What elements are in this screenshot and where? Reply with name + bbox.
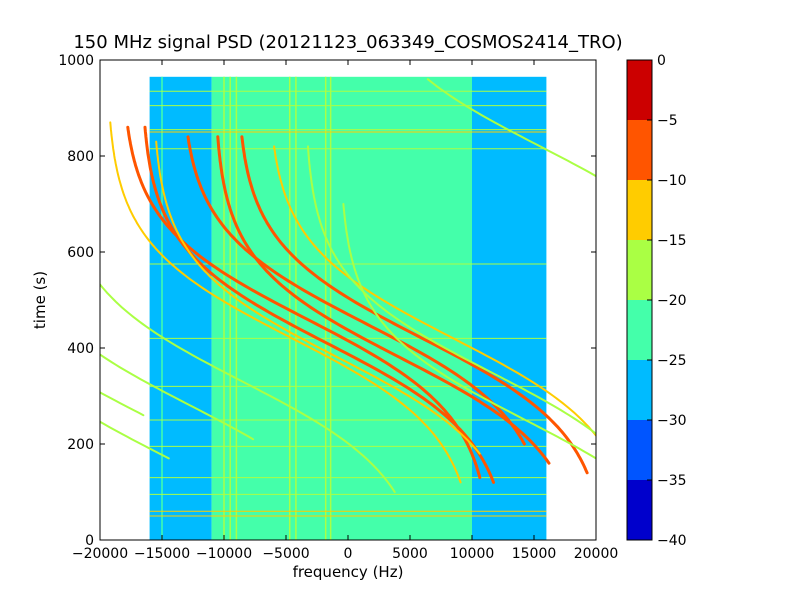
signal-trace [100, 353, 255, 441]
colorbar-segment [627, 300, 652, 360]
heatmap-region [149, 76, 212, 540]
signal-trace [426, 78, 596, 178]
colorbar-segment [627, 480, 652, 540]
y-axis-label: time (s) [31, 271, 49, 329]
x-tick-label: −5000 [262, 546, 309, 562]
colorbar-segment [627, 120, 652, 180]
x-tick-label: −20000 [72, 546, 128, 562]
colorbar-segment [627, 360, 652, 420]
x-axis-label: frequency (Hz) [293, 563, 404, 581]
heatmap-region [211, 76, 472, 540]
signal-trace [143, 125, 495, 484]
colorbar-segment [627, 240, 652, 300]
signal-trace [342, 203, 596, 460]
heatmap-image [100, 76, 596, 540]
signal-trace [273, 145, 596, 438]
y-tick-label: 200 [67, 437, 94, 453]
y-tick-label: 400 [67, 341, 94, 357]
chart-title: 150 MHz signal PSD (20121123_063349_COSM… [73, 32, 622, 53]
colorbar-tick-label: −30 [657, 413, 687, 429]
y-axis: 0 200 400 600 800 1000 [58, 53, 596, 549]
colorbar-tick-label: −40 [657, 533, 687, 549]
x-tick-label: 20000 [574, 546, 619, 562]
colorbar-tick-label: −15 [657, 233, 687, 249]
signal-trace [307, 145, 596, 435]
colorbar-segment [627, 180, 652, 240]
plot-area: −20000 −15000 −10000 −5000 0 5000 10000 15000 20… [58, 53, 618, 562]
y-tick-label: 800 [67, 149, 94, 165]
colorbar-segment [627, 60, 652, 120]
signal-trace [126, 125, 482, 480]
colorbar-tick-label: −20 [657, 293, 687, 309]
x-tick-label: 15000 [512, 546, 557, 562]
signal-trace [186, 135, 526, 446]
colorbar-tick-label: −10 [657, 173, 687, 189]
signal-trace [109, 121, 462, 484]
x-tick-label: 5000 [392, 546, 428, 562]
colorbar-tick-label: 0 [657, 53, 666, 69]
signal-trace [100, 282, 396, 493]
colorbar-tick-label: −5 [657, 113, 678, 129]
y-tick-label: 0 [85, 533, 94, 549]
x-tick-label: −15000 [134, 546, 190, 562]
colorbar: 0 −5 −10 −15 −20 −25 −30 −35 −40 [626, 53, 687, 549]
signal-trace [155, 140, 481, 455]
colorbar-tick-label: −35 [657, 473, 687, 489]
x-tick-label: 10000 [450, 546, 495, 562]
signal-trace [240, 135, 589, 475]
y-tick-label: 1000 [58, 53, 94, 69]
x-axis: −20000 −15000 −10000 −5000 0 5000 10000 15000 20… [72, 60, 618, 562]
signal-trace [216, 135, 551, 465]
heatmap-region [472, 76, 547, 540]
x-tick-label: 0 [344, 546, 353, 562]
colorbar-tick-label: −25 [657, 353, 687, 369]
colorbar-segment [627, 420, 652, 480]
y-tick-label: 600 [67, 245, 94, 261]
x-tick-label: −10000 [196, 546, 252, 562]
signal-trace [100, 391, 145, 417]
signal-trace [100, 420, 170, 460]
